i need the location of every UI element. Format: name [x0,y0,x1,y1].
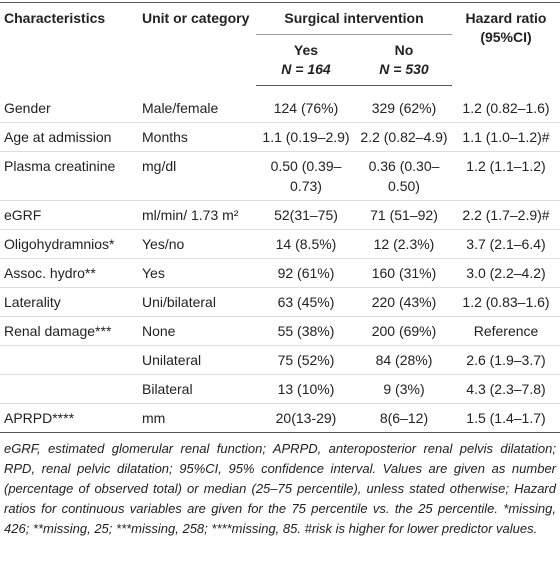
table-cell [0,375,138,404]
table-cell: 220 (43%) [371,294,437,310]
column-header: Hazard ratio (95%CI) [452,2,560,86]
table-cell: 1.2 (0.83–1.6) [462,294,550,310]
table-cell: ml/min/ 1.73 m² [142,207,239,223]
column-header: Characteristics [0,2,138,86]
table-cell: Unilateral [142,352,202,368]
table-cell [0,346,138,375]
table-cell: 1.2 (1.1–1.2) [466,158,546,174]
table-cell: Male/female [142,99,219,116]
table-cell: 1.1 (1.0–1.2)# [462,129,550,145]
table-cell: APRPD**** [4,410,75,426]
table-row: Plasma creatinine mg/dl 0.50 (0.39–0.73) 0.… [0,152,560,201]
footnote: eGRF, estimated glomerular renal functio… [4,441,556,536]
table-row: Age at admission Months 1.1 (0.19–2.9) 2.2 … [0,123,560,152]
table-cell: eGRF [4,207,42,223]
table-cell: 20(13-29) [275,410,337,426]
table-cell: Assoc. hydro** [4,265,96,281]
table-cell: Renal damage*** [4,323,112,339]
table-cell: 8(6–12) [379,410,429,426]
table-cell: 1.1 (0.19–2.9) [262,129,350,145]
table-body: Gender Male/female 124 (76%) 329 (62%) 1.2 (… [0,86,560,433]
table-cell: 55 (38%) [277,323,335,339]
table-cell: Yes/no [142,236,185,252]
table-cell: None [142,323,176,339]
table-cell: Bilateral [142,381,193,397]
table-cell: 52(31–75) [274,207,338,223]
table-cell: 2.2 (0.82–4.9) [360,129,448,145]
column-header: Unit or category [138,2,256,86]
column-header: Yes N = 164 [256,34,356,86]
table-cell: 75 (52%) [277,352,335,368]
data-table: Characteristics Unit or category Surgica… [0,2,560,433]
table-cell: 160 (31%) [371,265,437,281]
table-row: Gender Male/female 124 (76%) 329 (62%) 1.2 (… [0,86,560,123]
table-cell: Yes [142,265,165,281]
column-header: Surgical intervention [256,2,452,35]
table-cell: Plasma creatinine [4,158,116,174]
table-cell: 12 (2.3%) [373,236,435,252]
table-cell: mm [142,410,166,426]
table-row: eGRF ml/min/ 1.73 m² 52(31–75) 71 (51–92) 2.… [0,201,560,230]
table-row: Oligohydramnios* Yes/no 14 (8.5%) 12 (2.3%)… [0,230,560,259]
table-cell: 329 (62%) [371,100,437,116]
table-row: Unilateral 75 (52%) 84 (28%) 2.6 (1.9–3.7) [0,346,560,375]
table-cell: Reference [473,323,539,339]
header-n: N = 530 [379,61,429,77]
table-cell: Gender [4,99,51,116]
header-no: No [394,42,414,58]
table-cell: 71 (51–92) [370,207,438,223]
table-row: Laterality Uni/bilateral 63 (45%) 220 (43%)… [0,288,560,317]
table-cell: Uni/bilateral [142,294,216,310]
table-cell: 92 (61%) [277,265,335,281]
table-row: Bilateral 13 (10%) 9 (3%) 4.3 (2.3–7.8) [0,375,560,404]
table-cell: Laterality [4,294,61,310]
table-cell: 9 (3%) [383,381,425,397]
table-cell: mg/dl [142,158,177,174]
header-n: N = 164 [281,61,331,77]
header-yes: Yes [293,42,319,58]
table-cell: 3.0 (2.2–4.2) [466,265,546,281]
table-row: Renal damage*** None 55 (38%) 200 (69%) Refe… [0,317,560,346]
column-header: No N = 530 [356,34,452,86]
table-cell: 0.50 (0.39–0.73) [270,158,342,194]
table-cell: 124 (76%) [273,100,339,116]
table-cell: 3.7 (2.1–6.4) [466,236,546,252]
table-cell: 13 (10%) [277,381,335,397]
table-cell: 84 (28%) [375,352,433,368]
table-row: APRPD**** mm 20(13-29) 8(6–12) 1.5 (1.4–1.7) [0,404,560,433]
table-cell: 0.36 (0.30–0.50) [368,158,440,194]
table-cell: 63 (45%) [277,294,335,310]
table-cell: Months [142,129,188,145]
table-row: Assoc. hydro** Yes 92 (61%) 160 (31%) 3.0 (2… [0,259,560,288]
table-cell: 4.3 (2.3–7.8) [466,381,546,397]
table-cell: 2.6 (1.9–3.7) [466,352,546,368]
table-cell: Age at admission [4,129,112,145]
table-cell: 200 (69%) [371,323,437,339]
table-cell: 14 (8.5%) [275,236,337,252]
table-cell: 1.2 (0.82–1.6) [462,99,550,116]
table-cell: 2.2 (1.7–2.9)# [462,207,550,223]
table-cell: 1.5 (1.4–1.7) [466,410,546,426]
table-cell: Oligohydramnios* [4,236,115,252]
